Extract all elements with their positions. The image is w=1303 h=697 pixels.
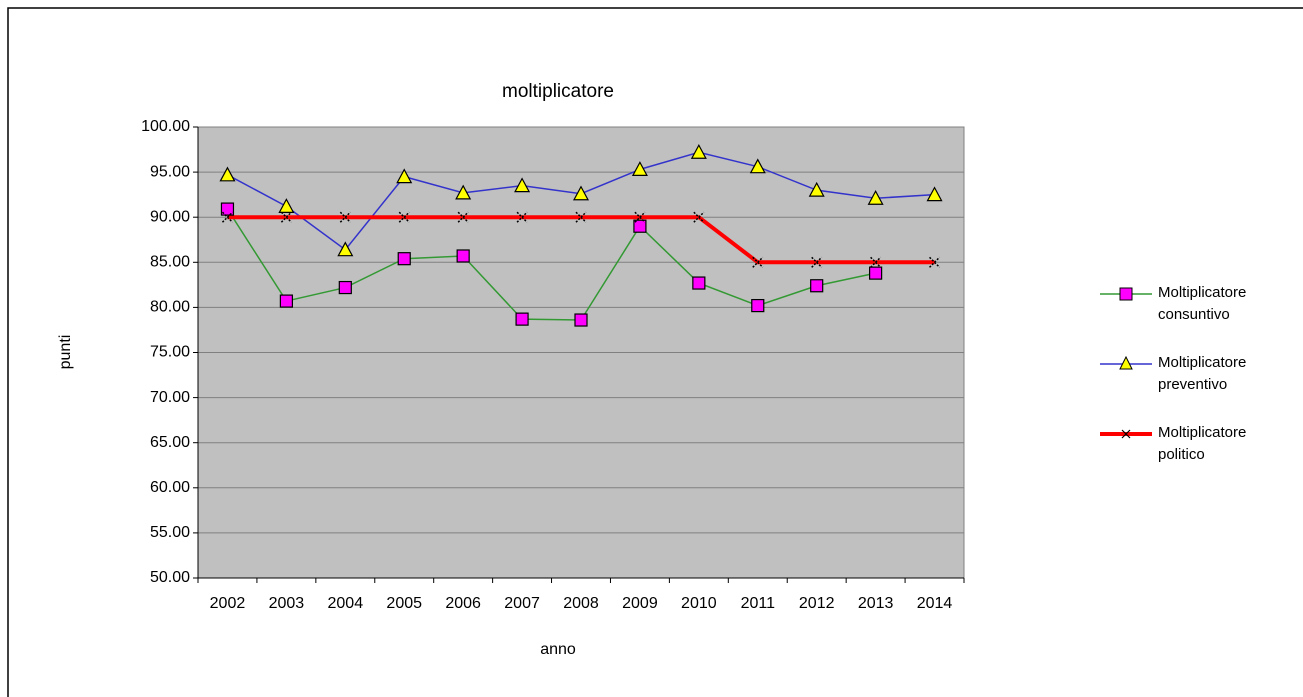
legend-label: Moltiplicatore consuntivo <box>1158 284 1247 323</box>
marker <box>515 312 529 326</box>
marker <box>574 313 588 327</box>
marker <box>749 158 766 174</box>
legend-item: Moltiplicatore preventivo <box>1098 352 1258 422</box>
x-tick-label: 2006 <box>445 595 481 612</box>
x-tick-label: 2010 <box>681 595 717 612</box>
marker <box>752 256 764 268</box>
legend-swatch <box>1100 429 1152 439</box>
chart-title: moltiplicatore <box>502 81 614 102</box>
marker <box>397 252 411 266</box>
y-tick-label: 85.00 <box>150 254 190 271</box>
y-tick-label: 95.00 <box>150 163 190 180</box>
x-tick-label: 2007 <box>504 595 540 612</box>
marker <box>220 202 235 216</box>
legend-item: Moltiplicatore consuntivo <box>1098 282 1258 352</box>
marker <box>811 256 823 268</box>
series-line <box>226 208 876 321</box>
y-tick-label: 55.00 <box>150 524 190 541</box>
legend-item: Moltiplicatore politico <box>1098 422 1258 492</box>
marker <box>633 219 647 233</box>
marker <box>631 161 648 176</box>
marker <box>396 168 413 184</box>
x-tick-label: 2004 <box>328 595 364 612</box>
x-tick-label: 2008 <box>563 595 599 612</box>
x-tick-label: 2014 <box>917 595 953 612</box>
legend-marker <box>1119 355 1133 370</box>
marker <box>516 211 528 223</box>
marker <box>867 189 884 205</box>
y-tick-label: 75.00 <box>150 344 190 361</box>
marker <box>456 249 470 263</box>
legend-label: Moltiplicatore preventivo <box>1158 354 1247 393</box>
marker <box>221 211 233 223</box>
x-tick-label: 2013 <box>858 595 894 612</box>
marker <box>398 211 410 223</box>
y-tick-label: 100.00 <box>141 118 190 135</box>
marker <box>278 198 295 213</box>
marker <box>926 186 943 202</box>
y-tick-label: 80.00 <box>150 299 190 316</box>
y-tick-label: 90.00 <box>150 208 190 225</box>
marker <box>634 211 646 223</box>
marker <box>514 177 531 193</box>
marker <box>575 211 587 223</box>
y-tick-label: 50.00 <box>150 569 190 586</box>
legend: Moltiplicatore consuntivo Moltiplicatore … <box>1098 282 1258 492</box>
marker <box>869 266 883 280</box>
y-tick-label: 60.00 <box>150 479 190 496</box>
x-tick-label: 2003 <box>269 595 305 612</box>
x-tick-label: 2002 <box>210 595 246 612</box>
x-axis-label: anno <box>540 641 576 658</box>
marker <box>693 211 705 223</box>
legend-swatch <box>1100 287 1152 301</box>
marker <box>337 241 354 257</box>
marker <box>338 280 352 295</box>
marker <box>870 256 882 268</box>
marker <box>339 211 351 223</box>
legend-marker <box>1121 429 1131 439</box>
y-tick-label: 70.00 <box>150 389 190 406</box>
y-axis-label: punti <box>57 335 74 370</box>
legend-marker <box>1119 287 1133 301</box>
marker <box>810 279 824 293</box>
legend-swatch <box>1100 355 1152 370</box>
marker <box>929 256 941 268</box>
x-tick-label: 2012 <box>799 595 835 612</box>
marker <box>751 298 765 313</box>
marker <box>692 276 706 290</box>
marker <box>280 211 292 223</box>
marker <box>219 166 236 182</box>
x-tick-label: 2009 <box>622 595 658 612</box>
marker <box>457 211 469 223</box>
marker <box>808 181 825 197</box>
legend-label: Moltiplicatore politico <box>1158 424 1247 463</box>
marker <box>690 143 707 159</box>
marker <box>455 184 472 200</box>
marker <box>279 294 293 308</box>
x-tick-label: 2005 <box>386 595 422 612</box>
x-tick-label: 2011 <box>741 595 776 612</box>
y-tick-label: 65.00 <box>150 434 190 451</box>
marker <box>572 185 590 201</box>
